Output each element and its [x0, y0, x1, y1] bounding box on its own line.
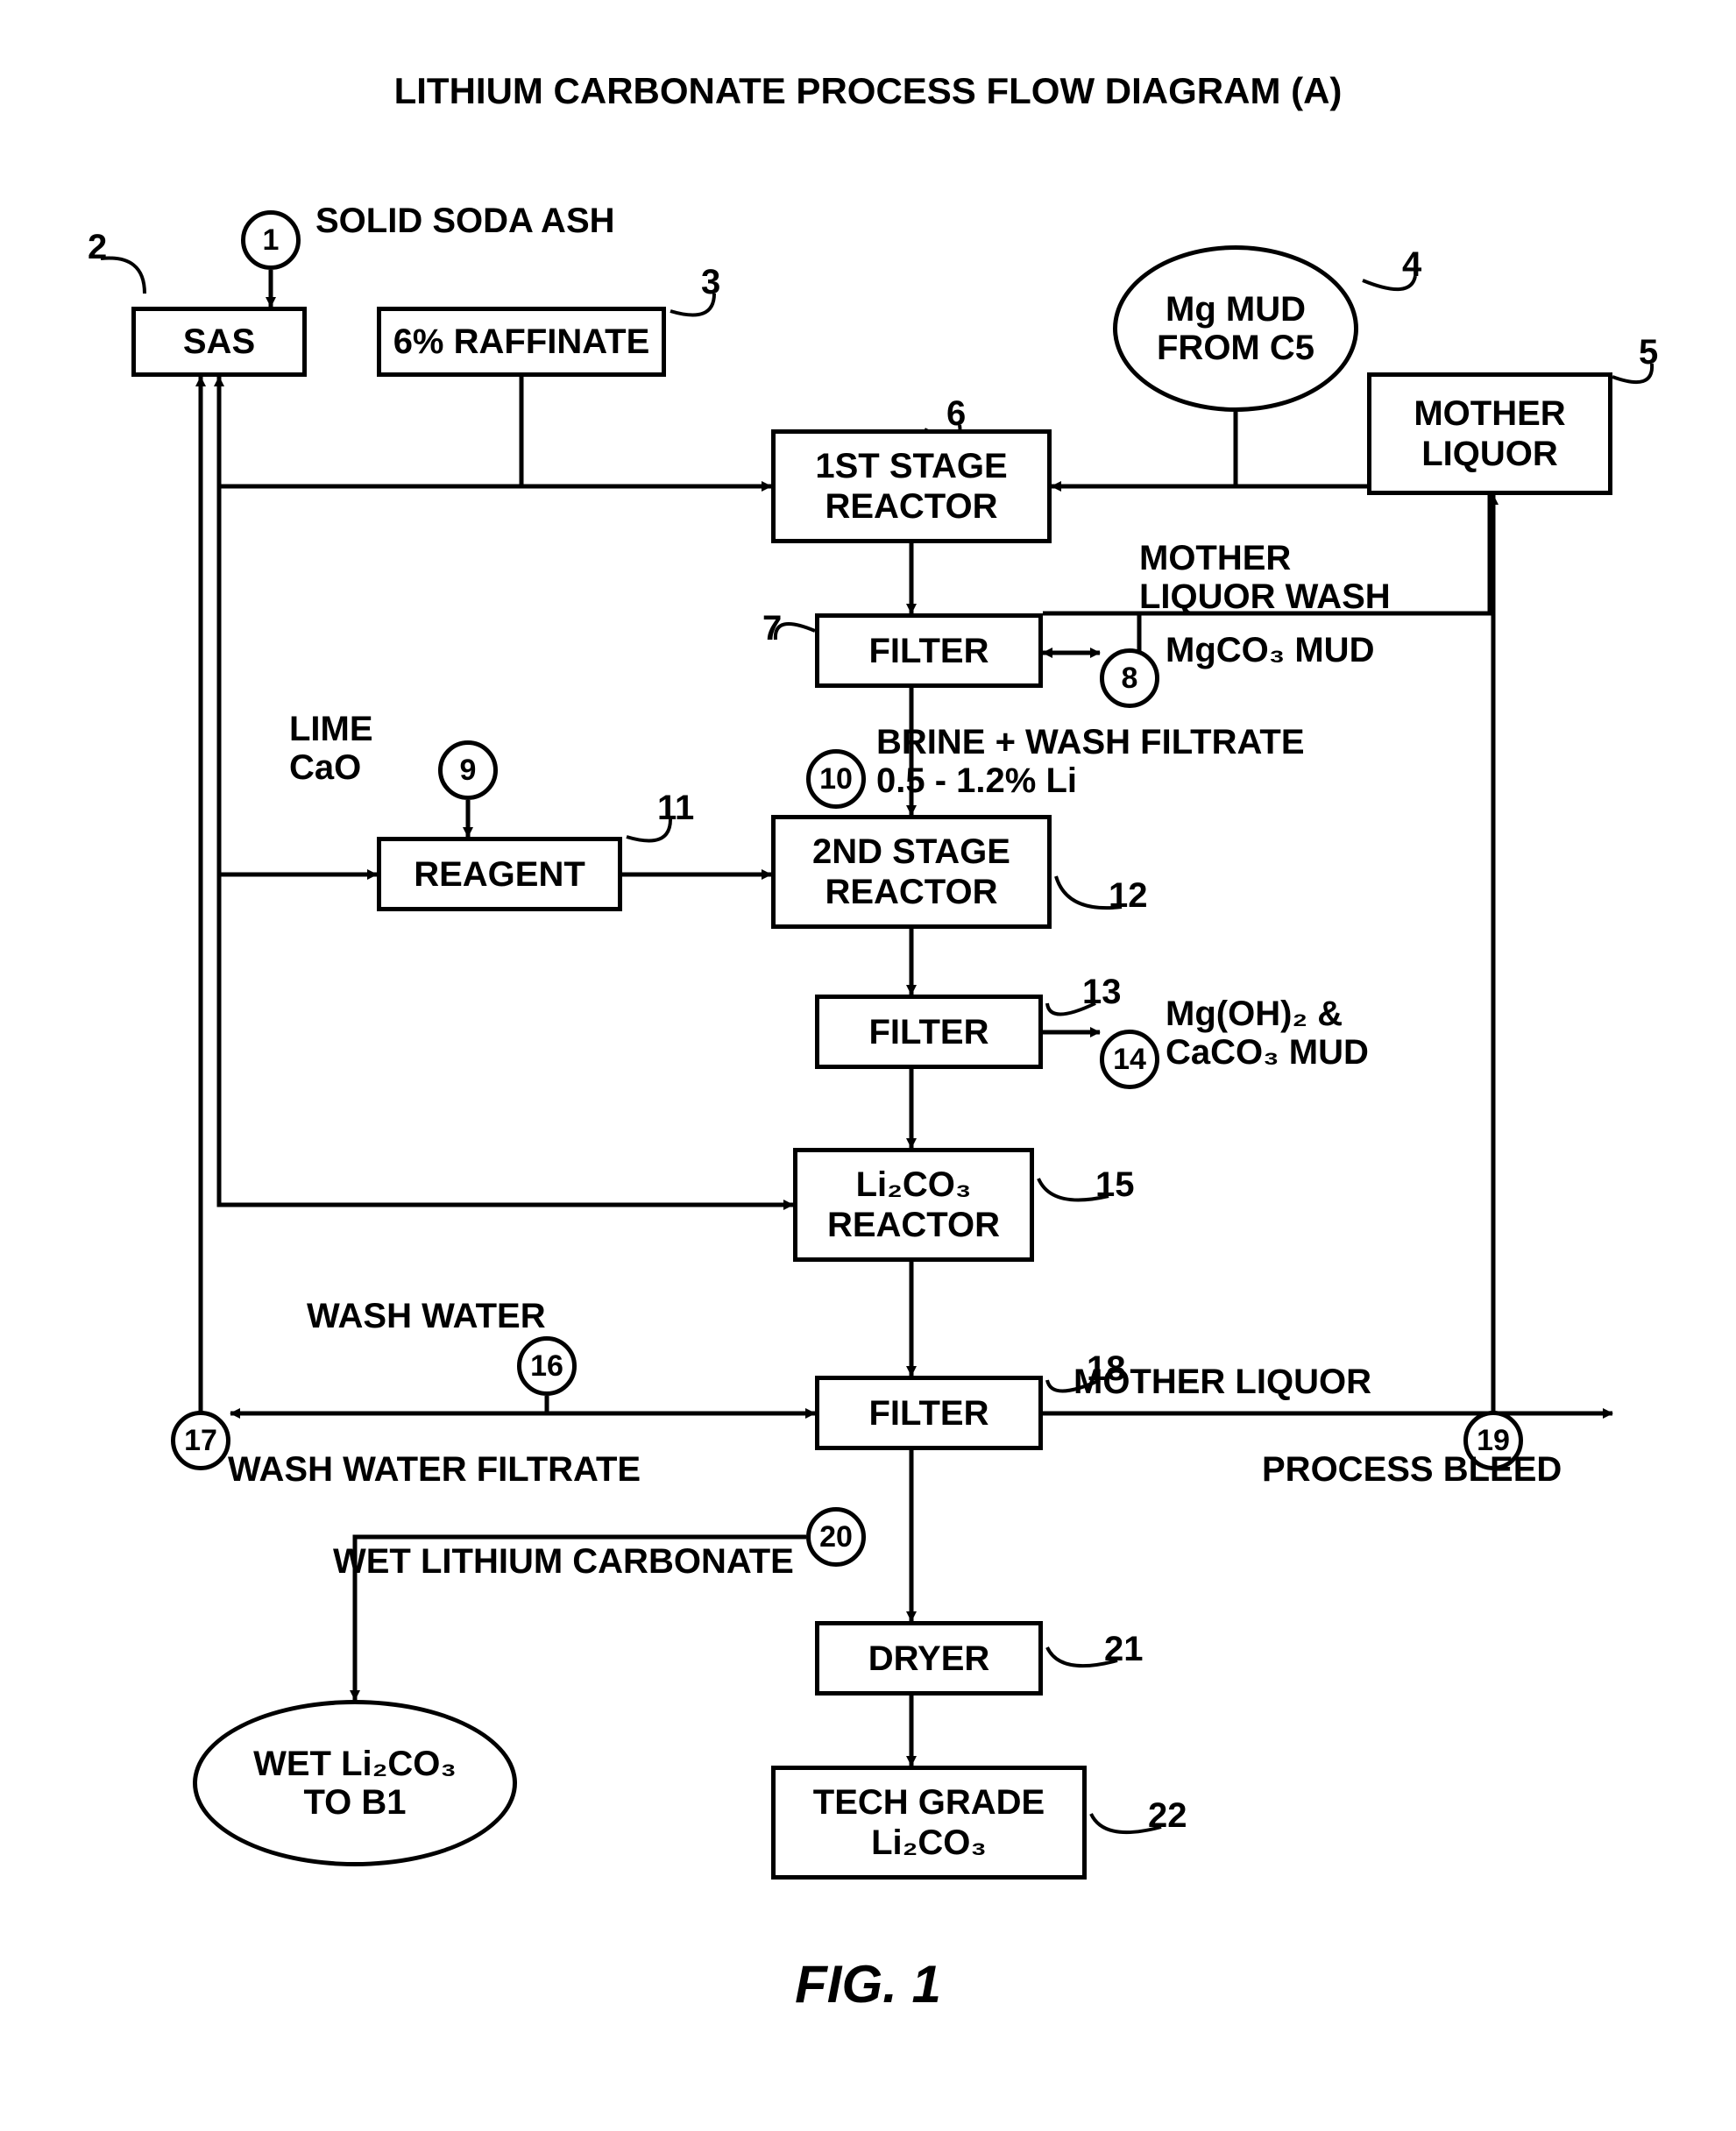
- box-reagent: REAGENT: [377, 837, 622, 911]
- box-li_reactor: Li₂CO₃REACTOR: [793, 1148, 1034, 1262]
- circled-number-14: 14: [1100, 1030, 1159, 1089]
- edge-e_sas_lir: [219, 874, 793, 1205]
- ref-number-11: 11: [657, 789, 694, 827]
- label-mgoh: Mg(OH)₂ &CaCO₃ MUD: [1166, 995, 1369, 1072]
- leadline-r2: [101, 258, 145, 294]
- circled-number-9: 9: [438, 740, 498, 800]
- label-brine: BRINE + WASH FILTRATE0.5 - 1.2% Li: [876, 723, 1305, 800]
- ref-number-21: 21: [1104, 1630, 1144, 1668]
- ref-number-13: 13: [1082, 973, 1122, 1011]
- figure-label: FIG. 1: [0, 1954, 1736, 2014]
- ref-number-6: 6: [946, 394, 966, 433]
- edge-e_mgmud_r1: [1052, 412, 1236, 486]
- edge-e_c16_filter3: [547, 1396, 815, 1413]
- box-mother: MOTHERLIQUOR: [1367, 372, 1612, 495]
- label-mgco3: MgCO₃ MUD: [1166, 631, 1374, 669]
- circled-number-17: 17: [171, 1411, 230, 1470]
- label-process_bleed: PROCESS BLEED: [1262, 1450, 1562, 1489]
- label-lime: LIMECaO: [289, 710, 373, 787]
- box-techgrade: TECH GRADELi₂CO₃: [771, 1766, 1087, 1880]
- box-reactor2: 2ND STAGEREACTOR: [771, 815, 1052, 929]
- ref-number-3: 3: [701, 263, 720, 301]
- circled-number-1: 1: [241, 210, 301, 270]
- ref-number-22: 22: [1148, 1796, 1187, 1835]
- circled-number-10: 10: [806, 749, 866, 809]
- edge-e_sas_reagent: [219, 486, 377, 874]
- label-wet_lc: WET LITHIUM CARBONATE: [333, 1542, 794, 1581]
- label-solid_soda: SOLID SODA ASH: [315, 202, 615, 240]
- diagram-title: LITHIUM CARBONATE PROCESS FLOW DIAGRAM (…: [0, 70, 1736, 112]
- ref-number-18: 18: [1087, 1349, 1126, 1388]
- box-filter2: FILTER: [815, 995, 1043, 1069]
- box-filter3: FILTER: [815, 1376, 1043, 1450]
- circled-number-16: 16: [517, 1336, 577, 1396]
- label-ml_wash: MOTHERLIQUOR WASH: [1139, 539, 1391, 616]
- box-sas: SAS: [131, 307, 307, 377]
- diagram-canvas: LITHIUM CARBONATE PROCESS FLOW DIAGRAM (…: [0, 0, 1736, 2131]
- circled-number-8: 8: [1100, 648, 1159, 708]
- oval-mgmud: Mg MUDFROM C5: [1113, 245, 1358, 412]
- label-wash_water: WASH WATER: [307, 1297, 546, 1335]
- box-reactor1: 1ST STAGEREACTOR: [771, 429, 1052, 543]
- ref-number-12: 12: [1109, 876, 1148, 915]
- ref-number-4: 4: [1402, 245, 1421, 284]
- box-dryer: DRYER: [815, 1621, 1043, 1696]
- ref-number-15: 15: [1095, 1165, 1135, 1204]
- ref-number-7: 7: [762, 609, 782, 648]
- box-filter1: FILTER: [815, 613, 1043, 688]
- oval-wetli: WET Li₂CO₃TO B1: [193, 1700, 517, 1866]
- box-raffinate: 6% RAFFINATE: [377, 307, 666, 377]
- ref-number-5: 5: [1639, 333, 1658, 372]
- ref-number-2: 2: [88, 228, 107, 266]
- label-ww_filtrate: WASH WATER FILTRATE: [228, 1450, 641, 1489]
- circled-number-20: 20: [806, 1507, 866, 1567]
